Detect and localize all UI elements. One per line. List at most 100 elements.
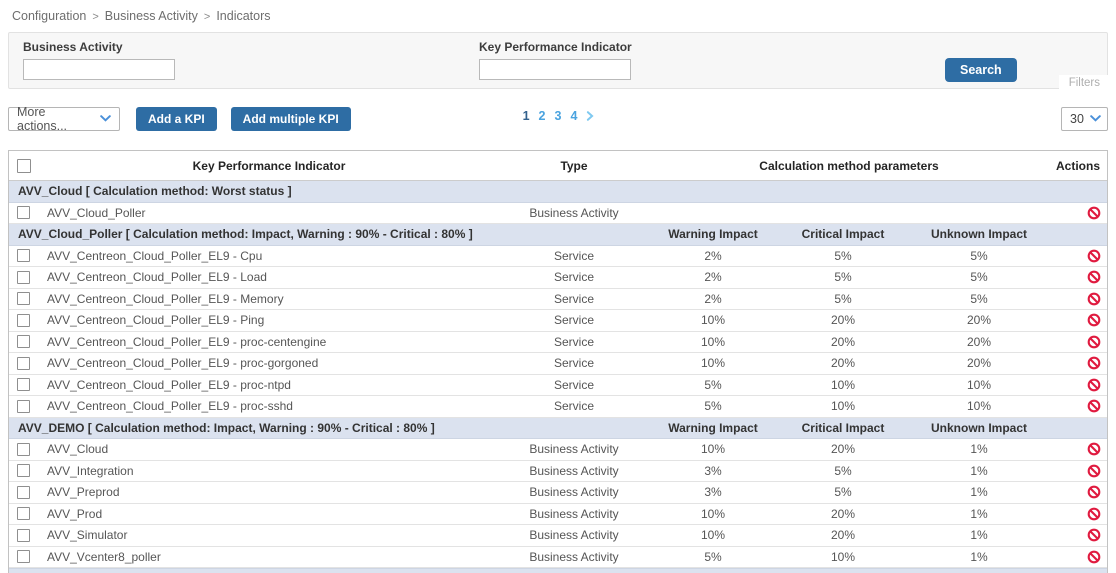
row-checkbox[interactable] bbox=[17, 292, 30, 306]
breadcrumb-business-activity[interactable]: Business Activity bbox=[104, 9, 198, 23]
row-checkbox[interactable] bbox=[17, 249, 30, 263]
business-activity-label: Business Activity bbox=[23, 40, 123, 54]
filters-toggle[interactable]: Filters bbox=[1058, 75, 1108, 92]
remove-icon[interactable] bbox=[1087, 528, 1101, 542]
checkbox-cell bbox=[9, 292, 39, 306]
kpi-type: Service bbox=[553, 248, 594, 263]
page-size-select[interactable]: 30 bbox=[1061, 106, 1108, 131]
critical-impact-value: 5% bbox=[834, 291, 852, 306]
add-kpi-button[interactable]: Add a KPI bbox=[136, 106, 217, 131]
critical-impact-value: 10% bbox=[830, 377, 856, 392]
breadcrumb-indicators[interactable]: Indicators bbox=[216, 9, 271, 23]
kpi-type: Service bbox=[553, 334, 594, 349]
impact-column-header: Warning Impact bbox=[668, 420, 758, 435]
table-row: AVV_Centreon_Cloud_Poller_EL9 - proc-ntp… bbox=[9, 375, 1107, 396]
checkbox-cell bbox=[9, 378, 39, 392]
checkbox-cell bbox=[9, 507, 39, 521]
remove-icon[interactable] bbox=[1087, 356, 1101, 370]
group-header-row: AVV_Cloud_Poller [ Calculation method: I… bbox=[9, 224, 1107, 246]
breadcrumb-configuration[interactable]: Configuration bbox=[12, 9, 87, 23]
kpi-type: Service bbox=[553, 377, 594, 392]
critical-impact-value: 10% bbox=[830, 399, 856, 414]
row-checkbox[interactable] bbox=[17, 270, 30, 284]
impact-column-header: Critical Impact bbox=[801, 227, 885, 242]
row-checkbox[interactable] bbox=[17, 356, 30, 370]
actions-cell bbox=[1049, 249, 1107, 263]
toolbar: More actions... Add a KPI Add multiple K… bbox=[8, 105, 1108, 133]
page-size-value: 30 bbox=[1070, 111, 1084, 126]
business-activity-input[interactable] bbox=[23, 59, 175, 80]
unknown-impact-value: 5% bbox=[970, 248, 988, 263]
row-checkbox[interactable] bbox=[17, 464, 30, 478]
add-multiple-kpi-button[interactable]: Add multiple KPI bbox=[230, 106, 351, 131]
select-all-checkbox[interactable] bbox=[17, 158, 31, 173]
remove-icon[interactable] bbox=[1087, 206, 1101, 220]
actions-cell bbox=[1049, 399, 1107, 413]
warning-impact-value: 3% bbox=[704, 463, 722, 478]
row-checkbox[interactable] bbox=[17, 485, 30, 499]
page-1[interactable]: 1 bbox=[522, 109, 530, 123]
actions-cell bbox=[1049, 356, 1107, 370]
critical-impact-value: 20% bbox=[830, 442, 856, 457]
more-actions-select[interactable]: More actions... bbox=[8, 105, 120, 133]
search-button[interactable]: Search bbox=[945, 58, 1017, 82]
critical-impact-value: 5% bbox=[834, 463, 852, 478]
warning-impact-value: 5% bbox=[704, 549, 722, 564]
remove-icon[interactable] bbox=[1087, 464, 1101, 478]
partial-group-row bbox=[9, 568, 1107, 573]
remove-icon[interactable] bbox=[1087, 292, 1101, 306]
table-row: AVV_Centreon_Cloud_Poller_EL9 - proc-ssh… bbox=[9, 396, 1107, 418]
row-checkbox[interactable] bbox=[17, 399, 30, 413]
remove-icon[interactable] bbox=[1087, 550, 1101, 564]
row-checkbox[interactable] bbox=[17, 550, 30, 564]
remove-icon[interactable] bbox=[1087, 378, 1101, 392]
unknown-impact-value: 1% bbox=[970, 549, 988, 564]
breadcrumb-separator: > bbox=[92, 11, 99, 23]
critical-impact-value: 20% bbox=[830, 506, 856, 521]
kpi-name: AVV_Cloud_Poller bbox=[47, 205, 146, 220]
warning-impact-value: 5% bbox=[704, 399, 722, 414]
kpi-type: Service bbox=[553, 270, 594, 285]
kpi-type: Service bbox=[553, 313, 594, 328]
row-checkbox[interactable] bbox=[17, 313, 30, 327]
page-3[interactable]: 3 bbox=[554, 109, 562, 123]
actions-cell bbox=[1049, 507, 1107, 521]
row-checkbox[interactable] bbox=[17, 528, 30, 542]
group-header-row: AVV_Cloud [ Calculation method: Worst st… bbox=[9, 181, 1107, 203]
checkbox-cell bbox=[9, 485, 39, 499]
chevron-down-icon bbox=[1090, 115, 1101, 122]
remove-icon[interactable] bbox=[1087, 399, 1101, 413]
next-page-icon[interactable] bbox=[586, 111, 594, 121]
kpi-field: Key Performance Indicator bbox=[479, 40, 632, 80]
actions-cell bbox=[1049, 485, 1107, 499]
kpi-name: AVV_Centreon_Cloud_Poller_EL9 - Ping bbox=[47, 313, 265, 328]
impact-column-header: Warning Impact bbox=[668, 227, 758, 242]
row-checkbox[interactable] bbox=[17, 206, 30, 220]
remove-icon[interactable] bbox=[1087, 485, 1101, 499]
kpi-name: AVV_Prod bbox=[47, 506, 103, 521]
table-row: AVV_Centreon_Cloud_Poller_EL9 - Cpu Servi… bbox=[9, 246, 1107, 267]
unknown-impact-value: 5% bbox=[970, 270, 988, 285]
page-4[interactable]: 4 bbox=[570, 109, 578, 123]
remove-icon[interactable] bbox=[1087, 313, 1101, 327]
kpi-search-input[interactable] bbox=[479, 59, 631, 80]
actions-cell bbox=[1049, 292, 1107, 306]
table-header-row: Key Performance Indicator Type Calculati… bbox=[9, 151, 1107, 181]
remove-icon[interactable] bbox=[1087, 507, 1101, 521]
remove-icon[interactable] bbox=[1087, 249, 1101, 263]
row-checkbox[interactable] bbox=[17, 335, 30, 349]
row-checkbox[interactable] bbox=[17, 442, 30, 456]
remove-icon[interactable] bbox=[1087, 335, 1101, 349]
unknown-impact-value: 1% bbox=[970, 528, 988, 543]
warning-impact-value: 10% bbox=[700, 356, 726, 371]
kpi-table: Key Performance Indicator Type Calculati… bbox=[8, 150, 1108, 573]
page-2[interactable]: 2 bbox=[538, 109, 546, 123]
checkbox-cell bbox=[9, 356, 39, 370]
unknown-impact-value: 1% bbox=[970, 506, 988, 521]
remove-icon[interactable] bbox=[1087, 270, 1101, 284]
row-checkbox[interactable] bbox=[17, 378, 30, 392]
breadcrumb: Configuration > Business Activity > Indicato… bbox=[0, 0, 1116, 28]
kpi-type: Business Activity bbox=[529, 528, 619, 543]
row-checkbox[interactable] bbox=[17, 507, 30, 521]
remove-icon[interactable] bbox=[1087, 442, 1101, 456]
